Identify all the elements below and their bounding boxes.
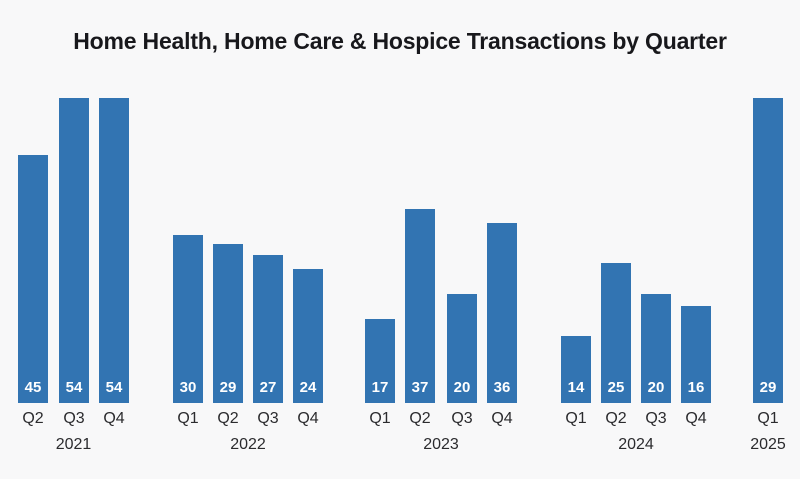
bar-2023-q1[interactable]: 17	[365, 319, 395, 403]
bar-2024-q2[interactable]: 25	[601, 263, 631, 403]
bar-2023-q2[interactable]: 37	[405, 209, 435, 403]
x-axis-year-label: 2021	[55, 436, 92, 453]
bar-value-label: 20	[453, 379, 471, 396]
x-axis-quarter-label: Q4	[491, 410, 513, 427]
bar-2021-q3[interactable]: 54	[59, 98, 89, 403]
bar-value-label: 27	[259, 379, 277, 396]
bar-2025-q1[interactable]: 29	[753, 98, 783, 403]
bar-value-label: 20	[647, 379, 665, 396]
bar-value-label: 17	[371, 379, 389, 396]
bar-value-label: 36	[493, 379, 511, 396]
bar-value-label: 14	[567, 379, 585, 396]
bar-2024-q1[interactable]: 14	[561, 336, 591, 403]
x-axis-quarter-label: Q3	[451, 410, 473, 427]
x-axis-quarter-label: Q3	[257, 410, 279, 427]
bar-2024-q3[interactable]: 20	[641, 294, 671, 403]
bar-2023-q4[interactable]: 36	[487, 223, 517, 403]
bar-2021-q4[interactable]: 54	[99, 98, 129, 403]
x-axis-quarter-label: Q2	[409, 410, 431, 427]
bar-value-label: 29	[219, 379, 237, 396]
x-axis-quarter-label: Q2	[22, 410, 44, 427]
x-axis-quarter-label: Q3	[645, 410, 667, 427]
bar-value-label: 24	[299, 379, 317, 396]
bar-2022-q3[interactable]: 27	[253, 255, 283, 403]
x-axis-quarter-label: Q4	[103, 410, 125, 427]
x-axis-quarter-label: Q4	[297, 410, 319, 427]
bar-value-label: 30	[179, 379, 197, 396]
bar-2023-q3[interactable]: 20	[447, 294, 477, 403]
x-axis-quarter-label: Q1	[177, 410, 199, 427]
bar-2021-q2[interactable]: 45	[18, 155, 48, 403]
x-axis-quarter-label: Q1	[565, 410, 587, 427]
bar-value-label: 45	[24, 379, 42, 396]
x-axis-year-label: 2025	[750, 436, 786, 453]
bar-2022-q1[interactable]: 30	[173, 235, 203, 403]
bar-2024-q4[interactable]: 16	[681, 306, 711, 403]
x-axis-year-label: 2024	[618, 436, 654, 453]
bar-value-label: 16	[687, 379, 705, 396]
chart-title: Home Health, Home Care & Hospice Transac…	[73, 28, 727, 54]
bar-value-label: 29	[759, 379, 777, 396]
x-axis-quarter-label: Q1	[757, 410, 779, 427]
bar-2022-q2[interactable]: 29	[213, 244, 243, 403]
bar-value-label: 54	[65, 379, 83, 396]
bar-value-label: 25	[607, 379, 625, 396]
x-axis-quarter-label: Q3	[63, 410, 85, 427]
x-axis-quarter-label: Q4	[685, 410, 707, 427]
bar-value-label: 54	[105, 379, 123, 396]
x-axis-year-label: 2022	[230, 436, 266, 453]
x-axis-quarter-label: Q1	[369, 410, 391, 427]
x-axis-year-label: 2023	[423, 436, 459, 453]
x-axis-quarter-label: Q2	[217, 410, 239, 427]
x-axis-quarter-label: Q2	[605, 410, 627, 427]
bar-2022-q4[interactable]: 24	[293, 269, 323, 403]
bar-value-label: 37	[411, 379, 429, 396]
